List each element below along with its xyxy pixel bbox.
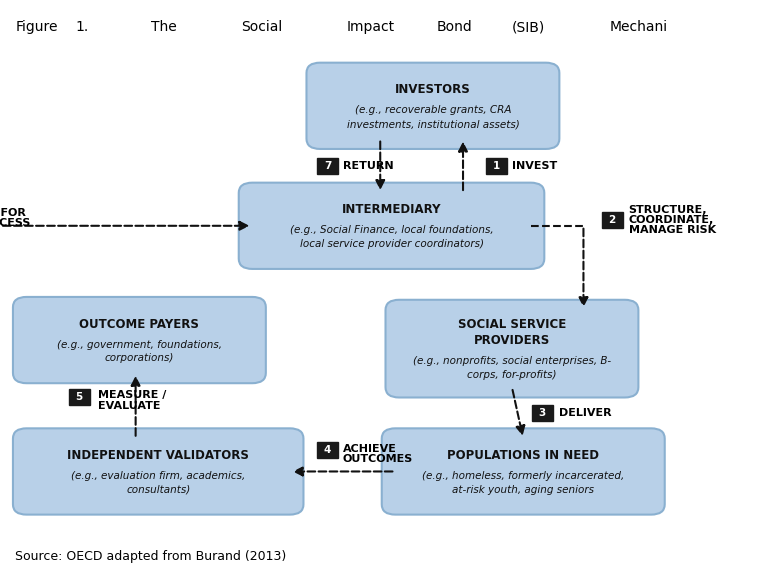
Text: (e.g., evaluation firm, academics,: (e.g., evaluation firm, academics, — [71, 471, 245, 481]
Text: COORDINATE,: COORDINATE, — [628, 215, 714, 225]
FancyBboxPatch shape — [486, 158, 508, 174]
Text: Bond: Bond — [437, 20, 472, 34]
FancyBboxPatch shape — [13, 429, 303, 515]
FancyBboxPatch shape — [382, 429, 665, 515]
Text: 1.: 1. — [75, 20, 88, 34]
FancyBboxPatch shape — [68, 389, 90, 405]
Text: local service provider coordinators): local service provider coordinators) — [300, 239, 484, 249]
Text: DELIVER: DELIVER — [558, 408, 611, 418]
Text: corporations): corporations) — [104, 353, 174, 363]
Text: Figure: Figure — [15, 20, 58, 34]
Text: 4: 4 — [324, 445, 331, 455]
Text: The: The — [151, 20, 177, 34]
Text: 5: 5 — [75, 392, 83, 402]
Text: consultants): consultants) — [126, 484, 190, 495]
Text: MANAGE RISK: MANAGE RISK — [628, 226, 716, 236]
Text: 7: 7 — [324, 161, 331, 171]
FancyBboxPatch shape — [239, 182, 545, 269]
Text: SOCIAL SERVICE: SOCIAL SERVICE — [458, 318, 566, 331]
Text: PAY FOR: PAY FOR — [0, 208, 25, 218]
Text: INVEST: INVEST — [512, 161, 558, 171]
Text: INDEPENDENT VALIDATORS: INDEPENDENT VALIDATORS — [68, 449, 249, 462]
Text: (e.g., government, foundations,: (e.g., government, foundations, — [57, 340, 222, 350]
Text: INVESTORS: INVESTORS — [395, 83, 471, 96]
Text: OUTCOMES: OUTCOMES — [343, 454, 413, 464]
Text: SUCCESS: SUCCESS — [0, 218, 30, 228]
Text: Mechani: Mechani — [610, 20, 668, 34]
Text: (e.g., homeless, formerly incarcerated,: (e.g., homeless, formerly incarcerated, — [422, 471, 624, 481]
Text: ACHIEVE: ACHIEVE — [343, 444, 396, 454]
Text: corps, for-profits): corps, for-profits) — [467, 370, 557, 380]
Text: Source: OECD adapted from Burand (2013): Source: OECD adapted from Burand (2013) — [15, 550, 286, 563]
Text: (e.g., nonprofits, social enterprises, B-: (e.g., nonprofits, social enterprises, B… — [413, 356, 611, 366]
FancyBboxPatch shape — [601, 212, 623, 228]
Text: MEASURE /: MEASURE / — [98, 391, 167, 401]
Text: Social: Social — [241, 20, 283, 34]
FancyBboxPatch shape — [306, 63, 559, 149]
Text: STRUCTURE,: STRUCTURE, — [628, 205, 707, 215]
Text: 1: 1 — [493, 161, 501, 171]
FancyBboxPatch shape — [531, 405, 553, 421]
Text: EVALUATE: EVALUATE — [98, 401, 161, 411]
Text: OUTCOME PAYERS: OUTCOME PAYERS — [79, 318, 200, 331]
Text: (e.g., recoverable grants, CRA: (e.g., recoverable grants, CRA — [355, 106, 511, 115]
Text: INTERMEDIARY: INTERMEDIARY — [342, 203, 442, 216]
Text: 3: 3 — [538, 408, 546, 418]
FancyBboxPatch shape — [317, 158, 338, 174]
Text: at-risk youth, aging seniors: at-risk youth, aging seniors — [452, 484, 594, 495]
Text: PROVIDERS: PROVIDERS — [474, 334, 550, 347]
Text: investments, institutional assets): investments, institutional assets) — [346, 119, 519, 129]
Text: 2: 2 — [608, 215, 616, 225]
Text: POPULATIONS IN NEED: POPULATIONS IN NEED — [447, 449, 599, 462]
FancyBboxPatch shape — [386, 300, 638, 398]
FancyBboxPatch shape — [13, 297, 266, 383]
Text: (SIB): (SIB) — [512, 20, 545, 34]
Text: RETURN: RETURN — [343, 161, 393, 171]
Text: Impact: Impact — [346, 20, 395, 34]
Text: (e.g., Social Finance, local foundations,: (e.g., Social Finance, local foundations… — [290, 226, 493, 236]
FancyBboxPatch shape — [317, 442, 338, 458]
